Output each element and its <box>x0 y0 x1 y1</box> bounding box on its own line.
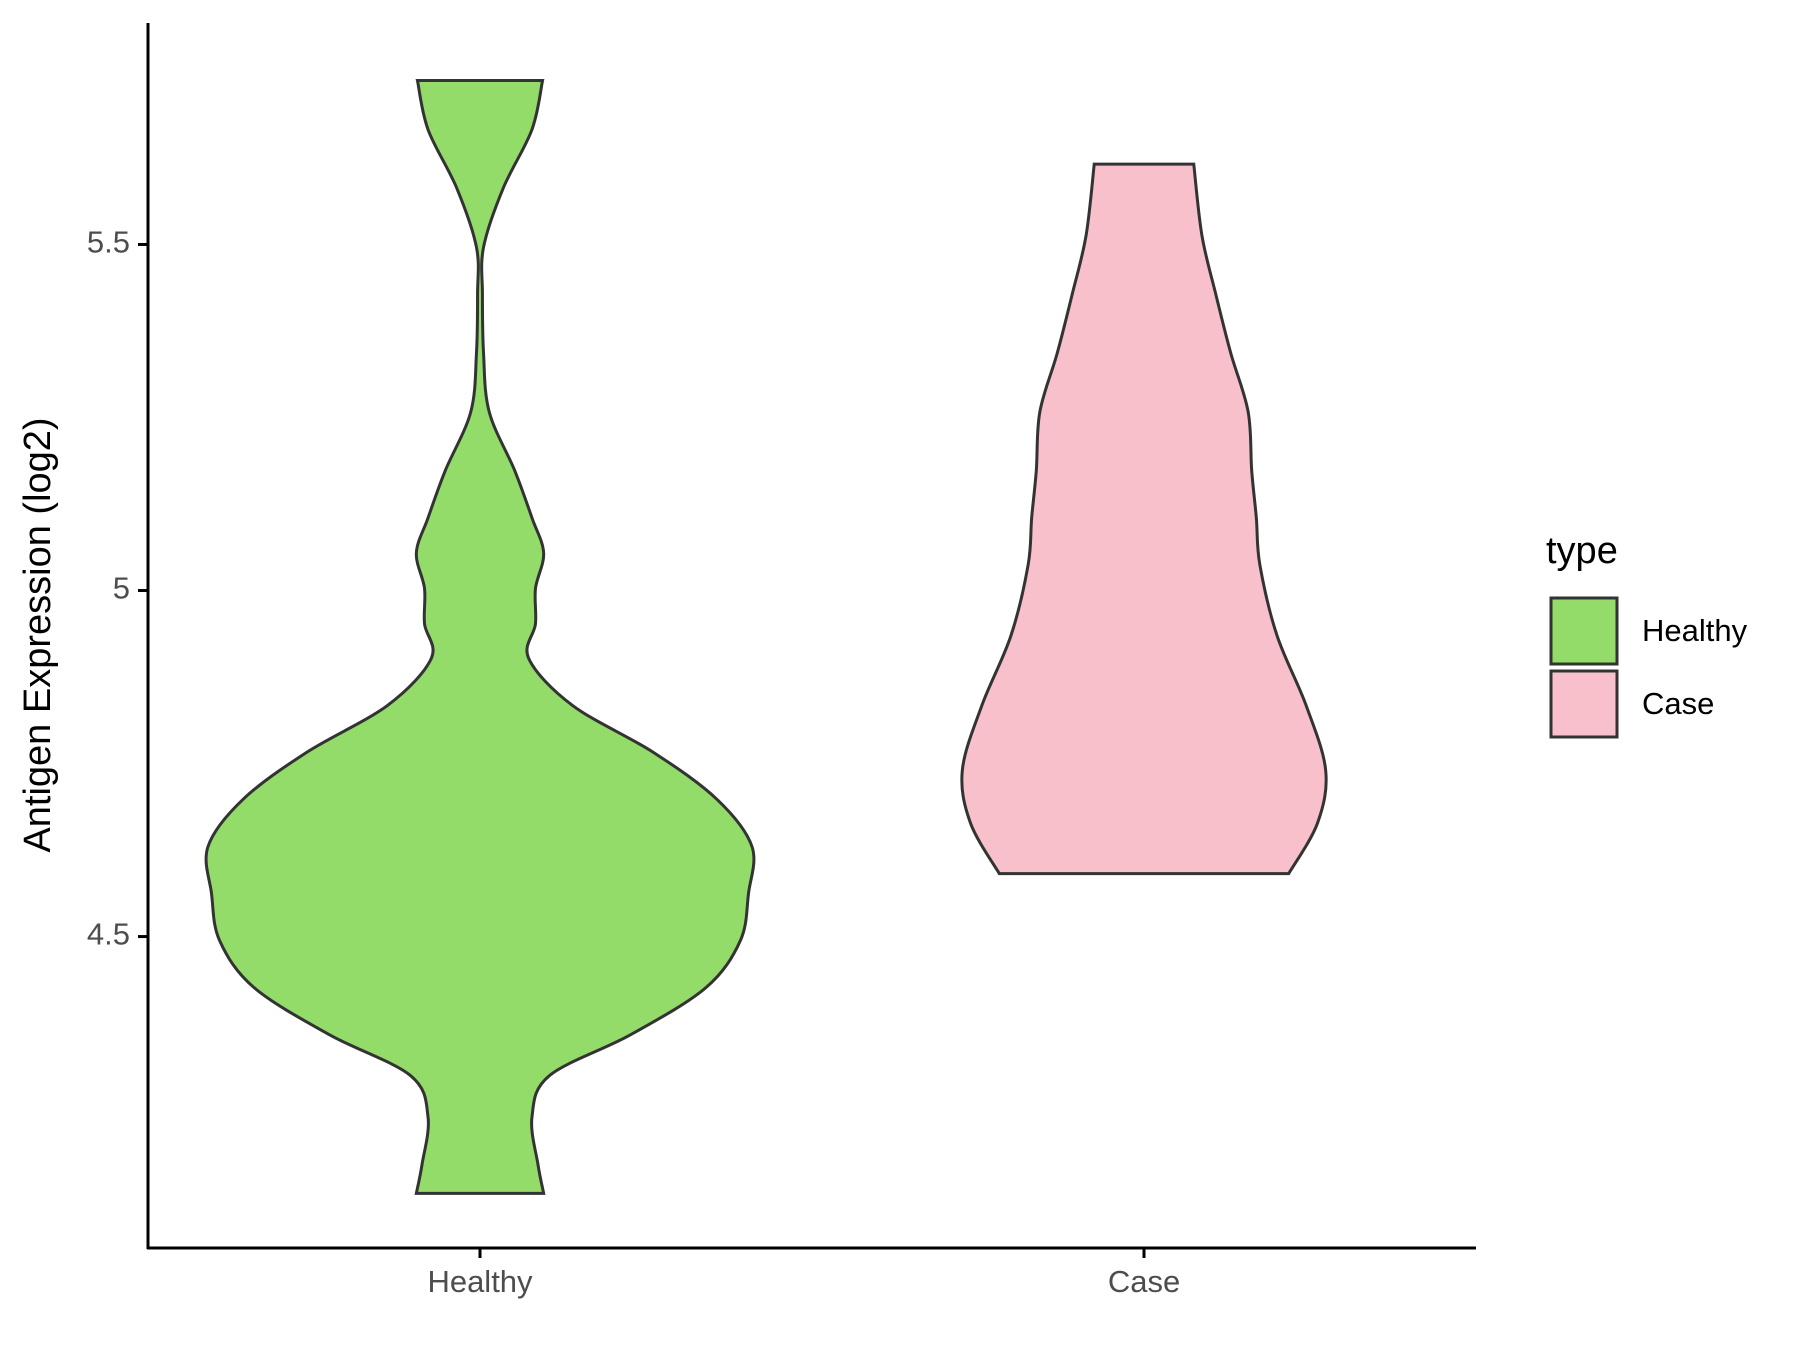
y-axis-label: Antigen Expression (log2) <box>17 417 59 852</box>
x-tick-label: Healthy <box>427 1264 533 1299</box>
violin <box>960 162 1328 876</box>
y-tick-label: 5.5 <box>87 225 130 260</box>
x-tick-label: Case <box>1108 1264 1180 1299</box>
legend-label: Case <box>1642 686 1714 721</box>
violin <box>204 78 756 1195</box>
legend-title: type <box>1546 530 1618 572</box>
legend-label: Healthy <box>1642 613 1748 648</box>
legend-swatch <box>1549 669 1619 739</box>
legend-swatch <box>1549 596 1619 666</box>
y-tick-label: 4.5 <box>87 917 130 952</box>
y-tick-label: 5 <box>113 571 130 606</box>
